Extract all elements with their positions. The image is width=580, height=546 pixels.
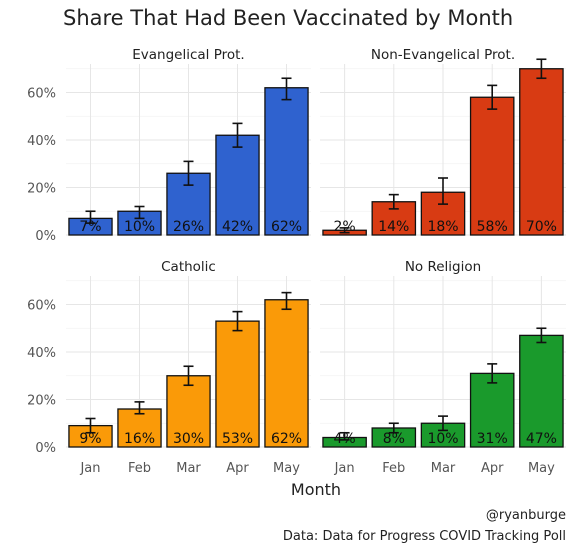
- error-bar: [281, 291, 292, 311]
- x-tick-label: Apr: [226, 461, 249, 476]
- error-bar: [536, 327, 547, 344]
- bar-value-label: 8%: [383, 431, 405, 447]
- bar-value-label: 30%: [173, 431, 204, 447]
- x-tick-label: Jan: [334, 461, 355, 476]
- bar-value-label: 7%: [79, 219, 101, 235]
- bar-feb: [117, 408, 162, 448]
- bar-value-label: 16%: [124, 431, 155, 447]
- facet-panel-1: Non-Evangelical Prot. 2% 14% 18% 58% 70%: [320, 47, 566, 236]
- x-tick-label: Apr: [481, 461, 504, 476]
- error-bar: [536, 58, 547, 80]
- y-tick-label: 60%: [27, 87, 56, 102]
- panel-title: Evangelical Prot.: [132, 47, 244, 63]
- x-axis-label: Month: [291, 480, 341, 499]
- bar-may: [519, 68, 564, 236]
- error-bar: [85, 417, 96, 434]
- y-tick-label: 20%: [27, 394, 56, 409]
- x-tick-label: Feb: [128, 461, 151, 476]
- bar-value-label: 10%: [124, 219, 155, 235]
- bar-apr: [469, 372, 515, 448]
- facet-panel-3: No Religion 4% 8% 10% 31% 47% Jan Feb Mar Apr May: [320, 259, 566, 476]
- facet-panel-2: Catholic 0% 20% 40% 60% 9% 16% 30% 53% 62% Jan Feb M…: [27, 259, 311, 476]
- y-tick-label: 40%: [27, 346, 56, 361]
- error-bar: [339, 227, 350, 234]
- error-bar: [134, 401, 145, 415]
- bar-value-label: 31%: [477, 431, 508, 447]
- bar-value-label: 62%: [271, 219, 302, 235]
- x-tick-label: Jan: [79, 461, 100, 476]
- panel-title: Non-Evangelical Prot.: [371, 47, 515, 63]
- y-tick-label: 0%: [35, 441, 56, 456]
- error-bar: [232, 122, 243, 148]
- error-bar: [134, 205, 145, 220]
- error-bar: [183, 160, 194, 186]
- bar-value-label: 14%: [378, 219, 409, 235]
- error-bar: [487, 363, 498, 384]
- bar-value-label: 26%: [173, 219, 204, 235]
- y-tick-label: 40%: [27, 134, 56, 149]
- x-tick-label: Mar: [176, 461, 201, 476]
- y-tick-label: 60%: [27, 299, 56, 314]
- y-tick-label: 0%: [35, 229, 56, 244]
- y-tick-label: 20%: [27, 182, 56, 197]
- caption-handle: @ryanburge: [486, 508, 566, 523]
- error-bar: [388, 193, 399, 210]
- bar-value-label: 58%: [477, 219, 508, 235]
- error-bar: [388, 422, 399, 434]
- error-bar: [487, 84, 498, 110]
- error-bar: [339, 431, 350, 441]
- bar-value-label: 53%: [222, 431, 253, 447]
- error-bar: [232, 310, 243, 332]
- bar-value-label: 9%: [79, 431, 101, 447]
- bar-value-label: 2%: [333, 219, 355, 235]
- bar-value-label: 42%: [222, 219, 253, 235]
- bar-mar: [166, 375, 211, 448]
- bar-may: [264, 299, 309, 448]
- panel-title: Catholic: [161, 259, 216, 275]
- bar-value-label: 70%: [526, 219, 557, 235]
- bar-value-label: 62%: [271, 431, 302, 447]
- caption-source: Data: Data for Progress COVID Tracking P…: [283, 529, 566, 544]
- x-tick-label: Mar: [431, 461, 456, 476]
- bar-value-label: 18%: [427, 219, 458, 235]
- error-bar: [438, 177, 448, 205]
- x-tick-label: Feb: [382, 461, 405, 476]
- panel-title: No Religion: [405, 259, 481, 275]
- error-bar: [183, 365, 194, 387]
- x-tick-label: May: [528, 461, 555, 476]
- facet-panel-0: Evangelical Prot. 0% 20% 40% 60% 7% 10% 26% 42% 6…: [27, 47, 311, 244]
- chart-title: Share That Had Been Vaccinated by Month: [63, 6, 513, 30]
- bar-apr: [215, 134, 260, 236]
- error-bar: [85, 210, 96, 224]
- x-tick-label: May: [273, 461, 300, 476]
- error-bar: [281, 77, 292, 101]
- bar-may: [264, 87, 309, 236]
- bar-value-label: 47%: [526, 431, 557, 447]
- error-bar: [438, 415, 448, 432]
- bar-apr: [469, 96, 515, 236]
- panels-group: Evangelical Prot. 0% 20% 40% 60% 7% 10% 26% 42% 6…: [27, 47, 566, 476]
- bar-value-label: 4%: [333, 431, 355, 447]
- bar-apr: [215, 320, 260, 448]
- bar-value-label: 10%: [427, 431, 458, 447]
